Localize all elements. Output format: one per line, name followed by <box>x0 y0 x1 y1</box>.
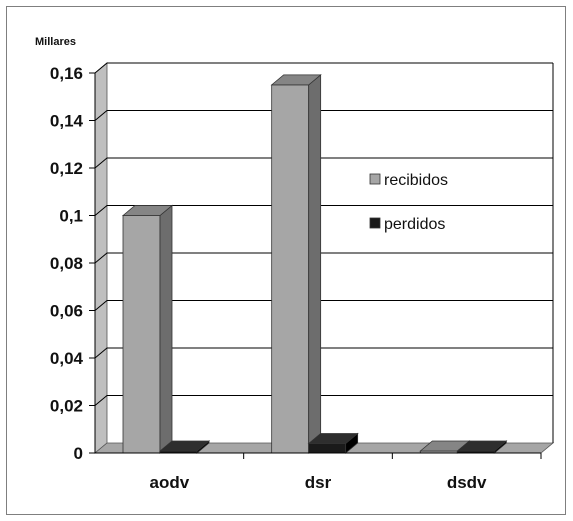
y-tick-label: 0,14 <box>50 112 84 131</box>
legend: recibidos perdidos <box>369 172 448 233</box>
legend-item: perdidos <box>369 216 445 233</box>
gridline <box>94 205 553 216</box>
bar-perdidos-dsr <box>307 432 359 454</box>
bar-chart: Millares 0 0,02 0,04 0,06 0,08 0,1 0,12 0,14 0,1… <box>35 36 555 492</box>
legend-swatch <box>369 217 381 229</box>
bar-front <box>271 84 310 454</box>
bar-side <box>308 74 322 454</box>
gridline <box>94 347 553 359</box>
gridline <box>94 62 553 74</box>
x-category-label: aodv <box>149 473 189 492</box>
y-tick-label: 0,04 <box>50 349 84 368</box>
bar-recibidos-aodv <box>121 204 174 454</box>
bar-top <box>158 440 211 452</box>
y-tick-label: 0,02 <box>50 397 83 416</box>
bars <box>121 74 508 454</box>
y-tick-label: 0,12 <box>50 159 83 178</box>
bar-perdidos-aodv <box>158 440 211 454</box>
bar-recibidos-dsr <box>270 74 322 454</box>
y-tick-label: 0,06 <box>50 302 83 321</box>
legend-item: recibidos <box>369 172 448 189</box>
bar-perdidos-dsdv <box>456 440 508 454</box>
gridline <box>94 110 553 121</box>
gridline <box>94 300 553 311</box>
gridline <box>94 395 553 406</box>
gridline <box>94 252 553 264</box>
y-tick-label: 0,08 <box>50 254 83 273</box>
bar-top <box>270 74 322 86</box>
x-category-label: dsr <box>305 473 332 492</box>
x-category-label: dsdv <box>447 473 487 492</box>
y-tick-label: 0 <box>74 444 83 463</box>
legend-swatch <box>369 173 381 185</box>
legend-label: perdidos <box>384 216 445 233</box>
bar-top <box>307 433 359 444</box>
y-axis-ticks: 0 0,02 0,04 0,06 0,08 0,1 0,12 0,14 0,16 <box>50 64 96 463</box>
gridlines <box>94 62 554 443</box>
bar-top <box>456 440 508 452</box>
bar-front <box>122 215 161 454</box>
unit-label: Millares <box>35 36 76 48</box>
bar-front <box>308 443 347 454</box>
legend-label: recibidos <box>384 172 448 189</box>
bar-side <box>159 204 173 454</box>
gridline <box>94 157 553 169</box>
y-tick-label: 0,1 <box>59 207 83 226</box>
x-axis-categories: aodv dsr dsdv <box>95 452 542 492</box>
y-tick-label: 0,16 <box>50 64 83 83</box>
bar-top <box>121 205 174 216</box>
chart-frame: Millares 0 0,02 0,04 0,06 0,08 0,1 0,12 0,14 0,1… <box>6 6 566 515</box>
